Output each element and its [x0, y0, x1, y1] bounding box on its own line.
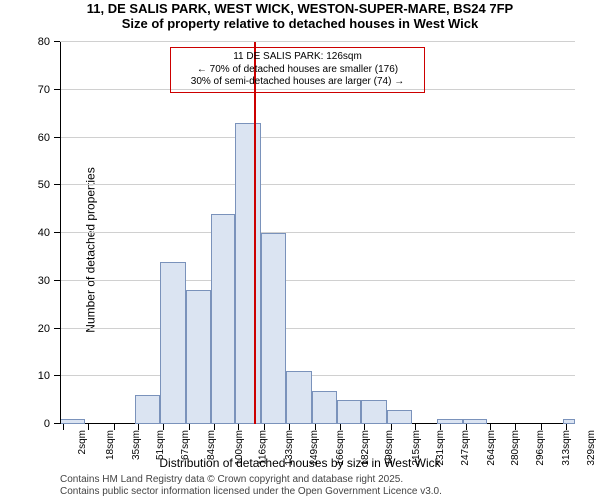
- footer-line-2: Contains public sector information licen…: [60, 486, 442, 498]
- histogram-bar: [135, 395, 160, 424]
- x-tick-mark: [490, 424, 491, 430]
- footer-attribution: Contains HM Land Registry data © Crown c…: [60, 474, 442, 498]
- title-line-1: 11, DE SALIS PARK, WEST WICK, WESTON-SUP…: [0, 2, 600, 17]
- y-tick-label: 10: [38, 370, 60, 382]
- property-marker-line: [254, 42, 256, 424]
- info-line-2: ← 70% of detached houses are smaller (17…: [177, 64, 418, 77]
- y-axis-line: [60, 42, 61, 424]
- x-tick-mark: [466, 424, 467, 430]
- info-line-1: 11 DE SALIS PARK: 126sqm: [177, 51, 418, 64]
- chart-titles: 11, DE SALIS PARK, WEST WICK, WESTON-SUP…: [0, 0, 600, 32]
- x-tick-mark: [515, 424, 516, 430]
- x-tick-label: 2sqm: [75, 430, 88, 454]
- histogram-bar: [563, 419, 575, 424]
- x-tick-mark: [189, 424, 190, 430]
- info-box: 11 DE SALIS PARK: 126sqm ← 70% of detach…: [170, 47, 425, 93]
- x-tick-mark: [114, 424, 115, 430]
- histogram-bar: [437, 419, 463, 424]
- histogram-bar: [261, 233, 286, 424]
- x-tick-mark: [566, 424, 567, 430]
- y-tick-label: 70: [38, 84, 60, 96]
- histogram-bar: [361, 400, 387, 424]
- title-line-2: Size of property relative to detached ho…: [0, 17, 600, 32]
- y-tick-label: 30: [38, 275, 60, 287]
- x-tick-mark: [391, 424, 392, 430]
- x-tick-mark: [264, 424, 265, 430]
- y-tick-label: 20: [38, 323, 60, 335]
- y-tick-label: 40: [38, 227, 60, 239]
- footer-line-1: Contains HM Land Registry data © Crown c…: [60, 474, 442, 486]
- x-tick-mark: [440, 424, 441, 430]
- histogram-bar: [337, 400, 362, 424]
- histogram-bar: [60, 419, 85, 424]
- x-tick-mark: [289, 424, 290, 430]
- histogram-bar: [387, 410, 412, 424]
- histogram-bars: [60, 42, 575, 424]
- x-tick-mark: [364, 424, 365, 430]
- x-tick-mark: [214, 424, 215, 430]
- histogram-bar: [463, 419, 488, 424]
- x-tick-mark: [238, 424, 239, 430]
- x-tick-mark: [541, 424, 542, 430]
- x-tick-mark: [340, 424, 341, 430]
- x-tick-mark: [163, 424, 164, 430]
- info-line-3: 30% of semi-detached houses are larger (…: [177, 76, 418, 89]
- x-tick-mark: [315, 424, 316, 430]
- y-tick-label: 80: [38, 36, 60, 48]
- plot-area: 11 DE SALIS PARK: 126sqm ← 70% of detach…: [60, 42, 575, 424]
- y-tick-label: 50: [38, 179, 60, 191]
- histogram-bar: [211, 214, 236, 424]
- histogram-bar: [160, 262, 186, 424]
- x-tick-mark: [415, 424, 416, 430]
- x-tick-mark: [63, 424, 64, 430]
- x-tick-mark: [88, 424, 89, 430]
- histogram-bar: [235, 123, 261, 424]
- x-tick-mark: [138, 424, 139, 430]
- x-axis-label: Distribution of detached houses by size …: [0, 456, 600, 470]
- histogram-bar: [286, 371, 312, 424]
- histogram-bar: [312, 391, 337, 424]
- chart-container: 11, DE SALIS PARK, WEST WICK, WESTON-SUP…: [0, 0, 600, 500]
- y-tick-label: 0: [44, 418, 60, 430]
- histogram-bar: [186, 290, 211, 424]
- y-tick-label: 60: [38, 132, 60, 144]
